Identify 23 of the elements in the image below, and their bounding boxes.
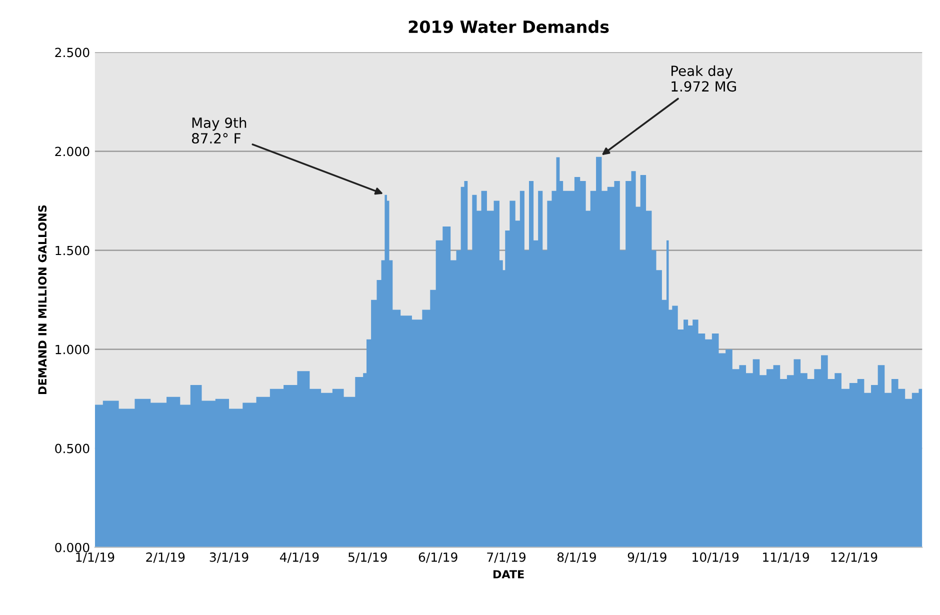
x-tick-label: 3/1/19: [210, 552, 248, 563]
x-tick-label: 8/1/19: [557, 552, 596, 563]
y-tick-label: 2.500: [55, 48, 90, 58]
x-tick-label: 12/1/19: [831, 552, 878, 563]
x-axis-title: DATE: [493, 570, 524, 578]
chart-title: 2019 Water Demands: [408, 20, 609, 34]
x-tick-label: 4/1/19: [280, 552, 319, 563]
y-tick-label: 0.500: [55, 444, 90, 454]
y-tick-label: 1.000: [56, 344, 90, 354]
y-tick-label: 0.000: [55, 542, 90, 552]
y-axis-title: DEMAND IN MILLION GALLONS: [38, 205, 47, 394]
x-tick-label: 11/1/19: [763, 552, 810, 563]
x-tick-label: 6/1/19: [418, 552, 458, 563]
annotation: Peak day 1.972 MG: [672, 65, 736, 92]
x-tick-label: 2/1/19: [146, 552, 185, 563]
y-tick-label: 1.500: [56, 246, 90, 256]
x-tick-label: 7/1/19: [487, 552, 526, 563]
y-tick-label: 2.000: [55, 146, 90, 156]
x-tick-label: 5/1/19: [348, 552, 387, 563]
x-tick-label: 10/1/19: [692, 552, 739, 563]
x-tick-label: 1/1/19: [76, 552, 114, 563]
annotation: May 9th 87.2° F: [192, 117, 246, 144]
x-tick-label: 9/1/19: [628, 552, 666, 563]
